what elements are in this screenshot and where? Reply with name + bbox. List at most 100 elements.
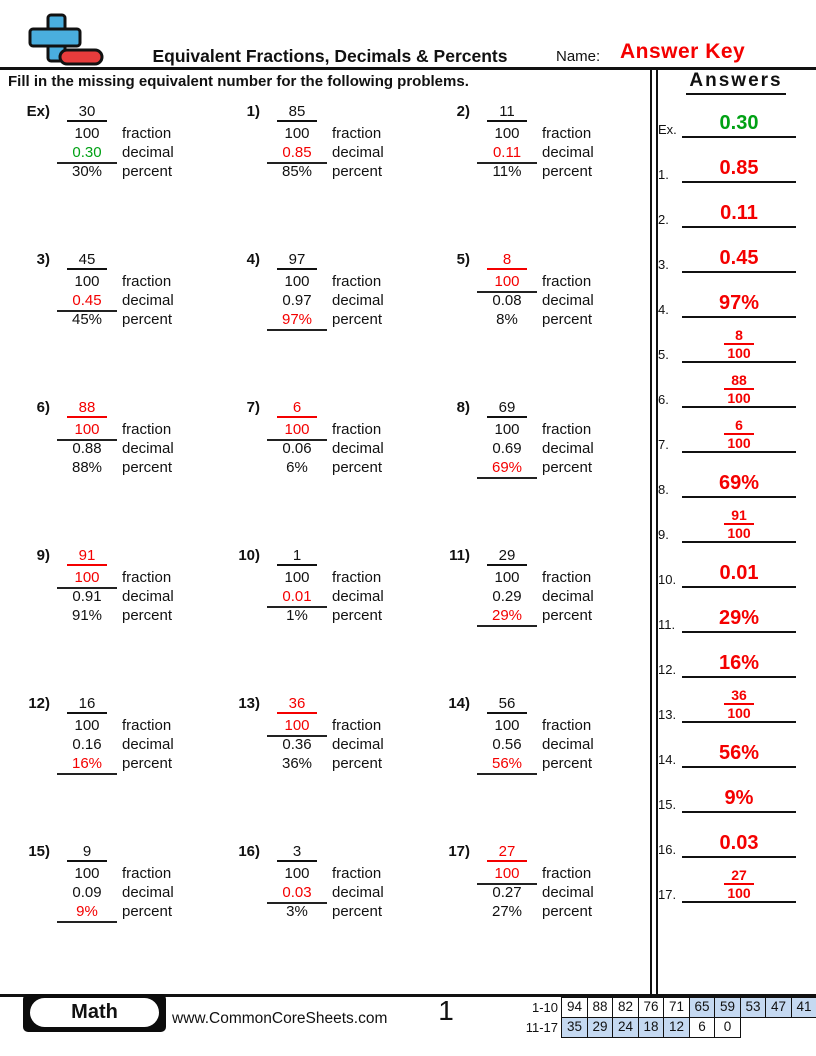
fraction-label: fraction: [122, 717, 172, 734]
fraction-bar: [277, 416, 317, 418]
decimal-value-row: 0.97: [268, 291, 326, 310]
answer-value: 0.01: [719, 562, 759, 584]
answer-fraction: 91 100: [682, 508, 796, 541]
instruction-text: Fill in the missing equivalent number fo…: [8, 73, 469, 90]
answer-row: Ex. 0.30: [656, 98, 812, 138]
answer-number: 7.: [658, 437, 669, 452]
answer-fraction-stack: 8 100: [724, 328, 754, 361]
fraction-bar: [277, 268, 317, 270]
answer-value: 29%: [718, 607, 760, 629]
percent-value: 45%: [71, 311, 103, 328]
decimal-value: 0.01: [282, 588, 312, 605]
percent-value-row: 16%: [57, 754, 117, 775]
score-range-label: 11-17: [525, 1019, 558, 1035]
fraction-bar: [67, 268, 107, 270]
decimal-value: 0.16: [72, 736, 102, 753]
fraction-numerator: 27: [498, 843, 516, 860]
decimal-value: 0.27: [492, 884, 522, 901]
decimal-label: decimal: [542, 440, 594, 457]
fraction-denominator: 100: [284, 569, 310, 586]
percent-value: 69%: [491, 459, 523, 476]
answer-number: 8.: [658, 482, 669, 497]
fraction-bar: [487, 416, 527, 418]
label-spacer: [332, 842, 384, 862]
decimal-value-row: 0.88: [58, 439, 116, 458]
answer-number: 17.: [658, 887, 677, 902]
percent-value: 11%: [492, 163, 522, 180]
percent-value: 29%: [491, 607, 523, 624]
problem-number: 10): [238, 547, 260, 564]
problem-values: 29 100 0.29 29%: [477, 546, 537, 627]
score-cell: 35: [561, 1016, 588, 1038]
label-spacer: [122, 102, 174, 122]
percent-value: 85%: [281, 163, 313, 180]
fraction-numerator-row: 8: [478, 250, 536, 270]
percent-value-row: 30%: [58, 162, 116, 181]
score-cell: 71: [663, 997, 690, 1018]
problem-number: 9): [36, 547, 50, 564]
answer-row: 5. 8 100: [656, 323, 812, 363]
fraction-numerator-row: 97: [268, 250, 326, 270]
fraction-label: fraction: [542, 421, 592, 438]
decimal-value: 0.08: [492, 292, 522, 309]
answer-number: 4.: [658, 302, 669, 317]
answer-fraction-denominator: 100: [724, 883, 754, 901]
fraction-bar: [487, 712, 527, 714]
fraction-label: fraction: [122, 421, 172, 438]
fraction-denominator-row: 100: [477, 862, 537, 885]
problem-number: 11): [449, 547, 470, 564]
decimal-value: 0.45: [72, 292, 102, 309]
fraction-numerator: 29: [498, 547, 516, 564]
fraction-denominator-row: 100: [268, 122, 326, 143]
fraction-denominator: 100: [284, 717, 310, 734]
percent-value-row: 29%: [477, 606, 537, 627]
score-cell: 94: [561, 997, 588, 1018]
problem-values: 91 100 0.91 91%: [57, 546, 117, 625]
answer-fraction-stack: 88 100: [724, 373, 754, 406]
fraction-denominator: 100: [494, 421, 520, 438]
fraction-label: fraction: [332, 421, 382, 438]
decimal-value-row: 0.16: [58, 735, 116, 754]
problem: 6) 88 100 0.88 88% fraction decimal perc…: [10, 398, 174, 477]
answer-blank-line: [682, 676, 796, 678]
problem-values: 27 100 0.27 27%: [477, 842, 537, 921]
fraction-numerator-row: 30: [58, 102, 116, 122]
fraction-denominator-row: 100: [57, 566, 117, 589]
decimal-value-row: 0.45: [57, 291, 117, 312]
decimal-value-row: 0.06: [268, 439, 326, 458]
percent-label: percent: [542, 311, 593, 328]
problem-values: 3 100 0.03 3%: [267, 842, 327, 921]
percent-value-row: 56%: [477, 754, 537, 775]
decimal-value-row: 0.56: [478, 735, 536, 754]
fraction-bar: [487, 120, 527, 122]
percent-value-row: 97%: [267, 310, 327, 331]
name-label: Name:: [556, 48, 601, 65]
percent-value-row: 69%: [477, 458, 537, 479]
fraction-numerator: 1: [292, 547, 302, 564]
score-cell: 29: [586, 1016, 614, 1038]
decimal-value: 0.30: [72, 144, 102, 161]
percent-value: 97%: [281, 311, 313, 328]
percent-value-row: 11%: [478, 162, 536, 181]
fraction-denominator-row: 100: [57, 418, 117, 441]
subject-badge-label: Math: [30, 998, 159, 1027]
answer-number: 9.: [658, 527, 669, 542]
problem: 15) 9 100 0.09 9% fraction decimal perce…: [10, 842, 174, 923]
decimal-value: 0.69: [492, 440, 522, 457]
problem-labels: fraction decimal percent: [122, 250, 174, 329]
answer-number: 16.: [658, 842, 677, 857]
fraction-bar: [67, 860, 107, 862]
answer-fraction-stack: 6 100: [724, 418, 754, 451]
answer-value: 56%: [718, 742, 760, 764]
score-cell: 12: [663, 1016, 690, 1038]
answer-row: 12. 16%: [656, 638, 812, 678]
answer-key-text: Answer Key: [620, 40, 746, 63]
fraction-denominator-row: 100: [268, 862, 326, 883]
label-spacer: [542, 694, 594, 714]
answer-row: 4. 97%: [656, 278, 812, 318]
answer-fraction-stack: 27 100: [724, 868, 754, 901]
problem-values: 30 100 0.30 30%: [57, 102, 117, 181]
answer-row: 9. 91 100: [656, 503, 812, 543]
fraction-numerator-row: 45: [58, 250, 116, 270]
